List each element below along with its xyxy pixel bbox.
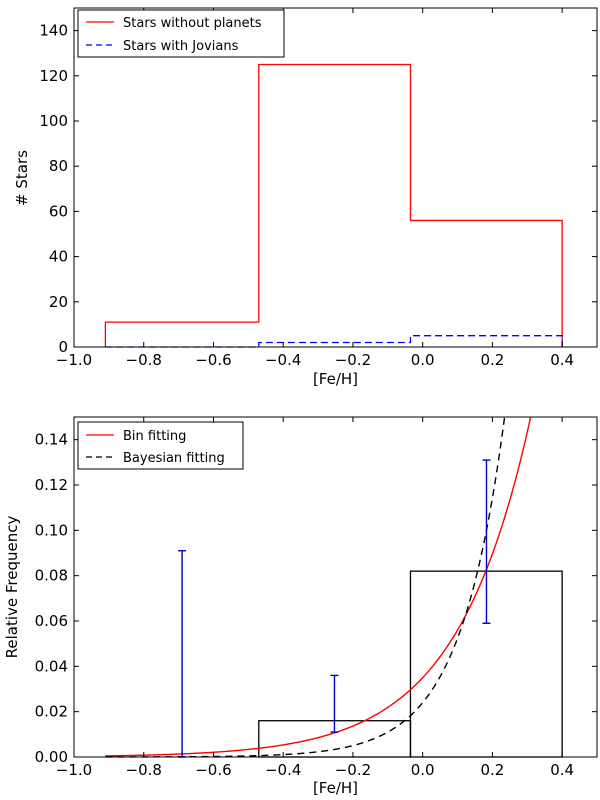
bottom-y-tick-label: 0.10	[35, 521, 68, 539]
bottom-y-tick-label: 0.04	[35, 657, 68, 675]
top-y-tick-label: 60	[49, 202, 68, 220]
top-legend-box	[77, 9, 285, 58]
bottom-x-axis-label: [Fe/H]	[313, 779, 358, 797]
top-plot-frame	[73, 7, 598, 348]
top-x-tick-label: −0.2	[335, 351, 371, 369]
bottom-y-tick-label: 0.06	[35, 612, 68, 630]
histogram-stars-without-planets	[104, 63, 563, 347]
top-x-ticks: −1.0 −0.8 −0.6 −0.4 −0.2 0.0 0.2 0.4	[56, 8, 574, 369]
top-x-tick-label: −0.6	[195, 351, 231, 369]
bottom-error-bars	[178, 459, 491, 758]
top-y-axis-label: # Stars	[13, 150, 31, 206]
top-y-tick-label: 140	[39, 22, 68, 40]
bottom-x-tick-label: −0.6	[195, 761, 231, 779]
bottom-y-tick-label: 0.02	[35, 703, 68, 721]
top-x-axis-label: [Fe/H]	[313, 370, 358, 388]
bottom-legend: Bin fitting Bayesian fitting	[77, 421, 244, 470]
bottom-x-tick-label: −0.2	[335, 761, 371, 779]
bottom-y-tick-label: 0.00	[35, 748, 68, 766]
histogram-stars-with-jovians	[105, 335, 563, 348]
curve-bin-fitting	[105, 416, 532, 757]
top-y-tick-label: 40	[49, 248, 68, 266]
bottom-x-ticks: −1.0 −0.8 −0.6 −0.4 −0.2 0.0 0.2 0.4	[56, 417, 574, 779]
bottom-legend-label-bayesian: Bayesian fitting	[123, 451, 225, 466]
top-y-tick-label: 100	[39, 112, 68, 130]
bottom-y-tick-label: 0.12	[35, 476, 68, 494]
histogram-panel: −1.0 −0.8 −0.6 −0.4 −0.2 0.0 0.2 0.4 0 20 40 60 80 1…	[13, 7, 598, 388]
bottom-legend-box	[77, 421, 244, 470]
top-y-ticks: 0 20 40 60 80 100 120 140	[39, 22, 597, 356]
top-x-tick-label: 0.2	[480, 351, 504, 369]
top-x-tick-label: −0.4	[265, 351, 301, 369]
bottom-x-tick-label: −1.0	[56, 761, 92, 779]
bottom-y-tick-label: 0.08	[35, 567, 68, 585]
bottom-y-axis-label: Relative Frequency	[3, 516, 21, 659]
bottom-x-tick-label: −0.4	[265, 761, 301, 779]
top-legend: Stars without planets Stars with Jovians	[77, 9, 285, 58]
bottom-x-tick-label: −0.8	[126, 761, 162, 779]
top-x-tick-label: −1.0	[56, 351, 92, 369]
top-x-tick-label: 0.0	[411, 351, 435, 369]
bottom-y-tick-label: 0.14	[35, 431, 68, 449]
top-legend-label-jovians: Stars with Jovians	[123, 39, 239, 54]
top-legend-label-without-planets: Stars without planets	[123, 16, 262, 31]
top-y-tick-label: 120	[39, 67, 68, 85]
top-x-tick-label: 0.4	[550, 351, 574, 369]
top-y-tick-label: 0	[58, 338, 68, 356]
frequency-panel: −1.0 −0.8 −0.6 −0.4 −0.2 0.0 0.2 0.4 0.000.020.…	[3, 416, 598, 797]
bottom-y-ticks: 0.00 0.02 0.04 0.06 0.08 0.10 0.12 0.14	[35, 431, 597, 766]
bottom-x-tick-label: 0.4	[550, 761, 574, 779]
bottom-legend-label-bin: Bin fitting	[123, 429, 186, 444]
top-y-tick-label: 20	[49, 293, 68, 311]
top-series-group	[104, 63, 563, 348]
top-y-tick-label: 80	[49, 157, 68, 175]
bottom-plot-frame	[73, 416, 598, 758]
bottom-x-tick-label: 0.2	[480, 761, 504, 779]
top-x-tick-label: −0.8	[126, 351, 162, 369]
bottom-x-tick-label: 0.0	[411, 761, 435, 779]
